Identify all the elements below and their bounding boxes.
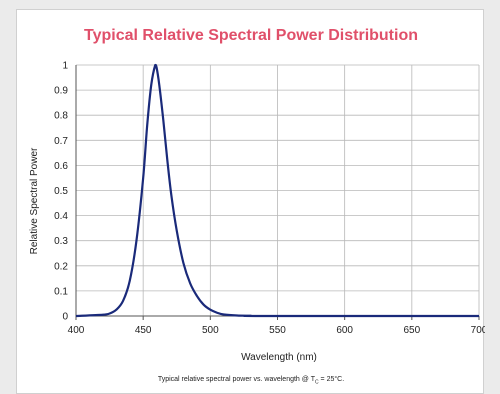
y-tick-label: 0.4 <box>54 211 68 222</box>
y-axis-label: Relative Spectral Power <box>29 147 40 254</box>
grid <box>75 64 480 317</box>
y-tick-label: 0.9 <box>54 86 68 97</box>
chart-title: Typical Relative Spectral Power Distribu… <box>84 27 418 44</box>
caption-prefix: Typical relative spectral power vs. wave… <box>157 376 315 383</box>
y-tick-label: 0.3 <box>54 236 68 247</box>
x-axis-label: Wavelength (nm) <box>241 352 317 363</box>
x-tick-label: 500 <box>202 325 219 336</box>
y-tick-label: 0.5 <box>54 186 68 197</box>
series <box>75 63 480 318</box>
y-tick-label: 0 <box>62 312 68 323</box>
axes: 0 0.1 0.2 0.3 0.4 0.5 0.6 0.7 0.8 0.9 1 400 450 500 55… <box>54 61 485 337</box>
y-tick-label: 0.7 <box>54 136 68 147</box>
x-tick-label: 700 <box>471 325 485 336</box>
chart-caption: Typical relative spectral power vs. wave… <box>17 376 485 385</box>
x-tick-label: 400 <box>68 325 85 336</box>
x-tick-label: 600 <box>336 325 353 336</box>
chart-figure: Typical Relative Spectral Power Distribu… <box>16 9 485 394</box>
spectral-power-chart: Typical Relative Spectral Power Distribu… <box>29 27 485 363</box>
x-tick-label: 650 <box>403 325 420 336</box>
spectral-power-series-line <box>75 63 480 318</box>
x-tick-label: 450 <box>135 325 152 336</box>
y-tick-label: 0.8 <box>54 111 68 122</box>
y-tick-label: 0.1 <box>54 286 68 297</box>
y-tick-label: 0.6 <box>54 161 68 172</box>
y-tick-label: 1 <box>62 61 68 72</box>
caption-suffix: = 25°C. <box>318 376 345 383</box>
caption-subscript: C <box>314 379 319 386</box>
y-tick-label: 0.2 <box>54 261 68 272</box>
x-tick-label: 550 <box>269 325 286 336</box>
